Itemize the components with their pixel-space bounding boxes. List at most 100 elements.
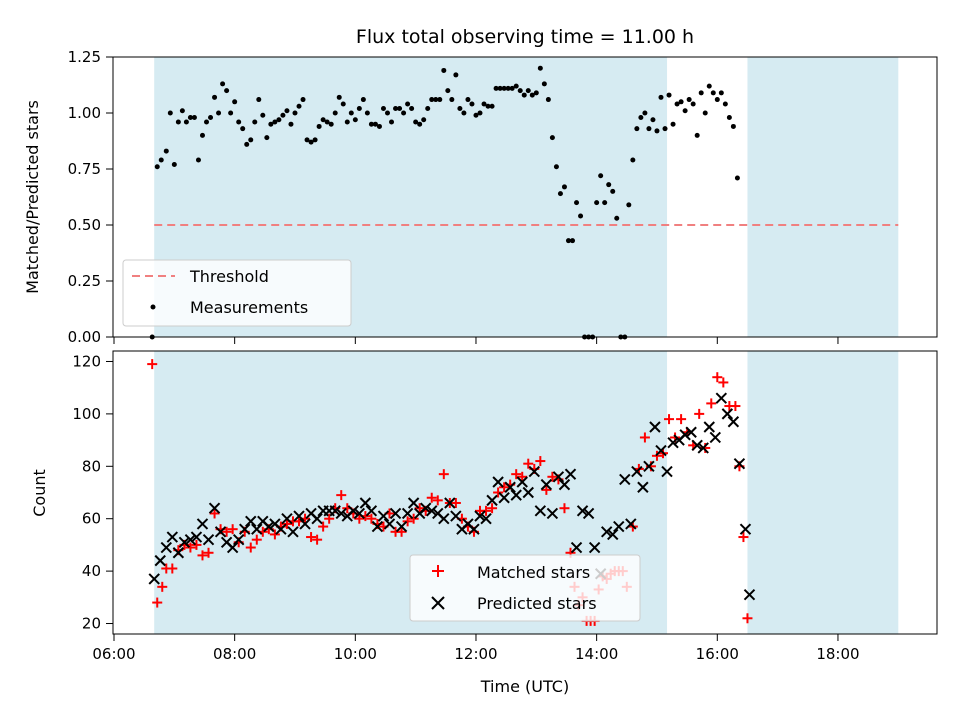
legend-measurements-swatch [150,304,156,310]
top-legend: Threshold Measurements [122,259,352,327]
measurement-point-110 [594,200,600,206]
top-y-tick-label-3: 0.75 [68,160,101,178]
measurement-point-59 [389,119,395,125]
predicted-star-point-79 [625,518,637,530]
matched-star-point-59 [499,482,510,493]
measurement-point-72 [441,67,447,73]
measurement-point-62 [401,110,407,116]
predicted-star-point-82 [643,460,655,473]
top-y-axis: 0.00 0.25 0.50 0.75 1.00 1.25 [68,48,113,346]
predicted-star-point-19 [263,520,275,533]
measurement-point-18 [224,88,230,94]
measurement-point-121 [638,114,644,120]
predicted-star-point-71 [576,505,589,517]
predicted-star-point-34 [353,507,366,520]
predicted-star-point-93 [709,431,721,444]
predicted-star-point-2 [160,541,172,554]
predicted-star-point-59 [504,481,516,493]
measurement-point-143 [726,114,732,120]
measurement-point-27 [260,112,266,118]
predicted-star-point-31 [335,507,347,520]
measurement-point-137 [702,110,708,116]
measurement-point-26 [256,97,262,103]
matched-star-point-35 [354,513,365,524]
predicted-star-point-15 [239,523,251,535]
top-y-axis-label: Matched/Predicted stars [23,100,42,294]
measurement-point-120 [634,126,640,132]
measurement-point-71 [437,97,443,103]
legend-matched-label: Matched stars [477,563,590,582]
measurement-point-93 [525,88,531,94]
measurement-point-32 [280,112,286,118]
predicted-star-point-88 [679,429,691,441]
matched-star-point-4 [167,563,178,574]
predicted-star-point-48 [438,512,450,525]
measurement-point-92 [521,92,527,98]
measurement-point-124 [650,117,656,123]
measurement-point-126 [658,94,664,100]
top-y-tick-label-0: 0.00 [68,328,101,346]
predicted-star-point-1 [154,554,166,567]
predicted-star-point-97 [733,457,746,470]
predicted-star-point-53 [468,523,480,535]
measurement-point-85 [493,85,499,91]
measurement-point-1 [154,164,160,170]
measurement-point-86 [497,85,503,91]
measurement-point-56 [376,123,382,129]
predicted-star-point-94 [715,392,728,404]
predicted-star-point-64 [534,505,547,517]
measurement-point-119 [630,157,636,163]
matched-star-point-14 [227,524,238,535]
measurement-point-43 [324,119,330,125]
matched-star-point-96 [694,408,705,419]
measurement-point-88 [505,85,511,91]
measurement-point-90 [513,83,519,89]
matched-star-point-87 [639,432,650,443]
measurement-point-141 [718,90,724,96]
measurement-point-13 [204,119,210,125]
measurement-point-104 [570,238,576,244]
predicted-star-point-23 [287,526,299,538]
measurement-point-74 [449,97,455,103]
measurement-point-33 [284,108,290,114]
matched-star-point-93 [676,414,687,425]
measurement-point-106 [578,213,584,219]
top-chart-title: Flux total observing time = 11.00 h [356,26,694,48]
predicted-star-point-55 [480,512,492,525]
bottom-y-tick-label-3: 80 [82,457,101,475]
predicted-star-point-11 [214,526,227,538]
predicted-star-point-91 [697,442,709,454]
measurement-point-42 [320,117,326,123]
measurement-point-48 [344,119,350,125]
measurement-point-127 [662,126,668,132]
bottom-x-tick-label-2: 10:00 [334,645,377,663]
matched-star-point-97 [700,442,711,453]
predicted-star-point-60 [510,489,522,501]
predicted-star-point-99 [743,588,756,601]
top-y-tick-label-4: 1.00 [68,104,101,122]
predicted-star-point-37 [371,520,384,533]
measurement-point-9 [187,114,193,120]
measurement-points [149,65,740,340]
measurement-point-131 [678,99,684,105]
bottom-x-tick-label-0: 06:00 [92,645,135,663]
measurement-point-5 [171,162,177,168]
measurement-point-94 [529,92,535,98]
matched-star-point-63 [523,458,534,469]
measurement-point-47 [340,101,346,107]
bottom-x-tick-label-6: 18:00 [816,645,859,663]
measurement-point-23 [244,141,250,147]
predicted-star-point-7 [190,531,203,543]
measurement-point-21 [236,119,242,125]
measurement-point-115 [614,215,620,221]
measurement-point-128 [666,92,672,98]
measurement-point-78 [465,97,471,103]
matched-star-point-9 [197,550,208,561]
measurement-point-81 [477,110,483,116]
bottom-y-axis: 20 40 60 80 100 120 [72,352,113,633]
matched-star-point-13 [221,526,232,537]
matched-star-point-102 [730,401,741,412]
measurement-point-2 [158,157,164,163]
predicted-star-point-35 [359,497,372,509]
matched-star-point-47 [426,492,437,503]
